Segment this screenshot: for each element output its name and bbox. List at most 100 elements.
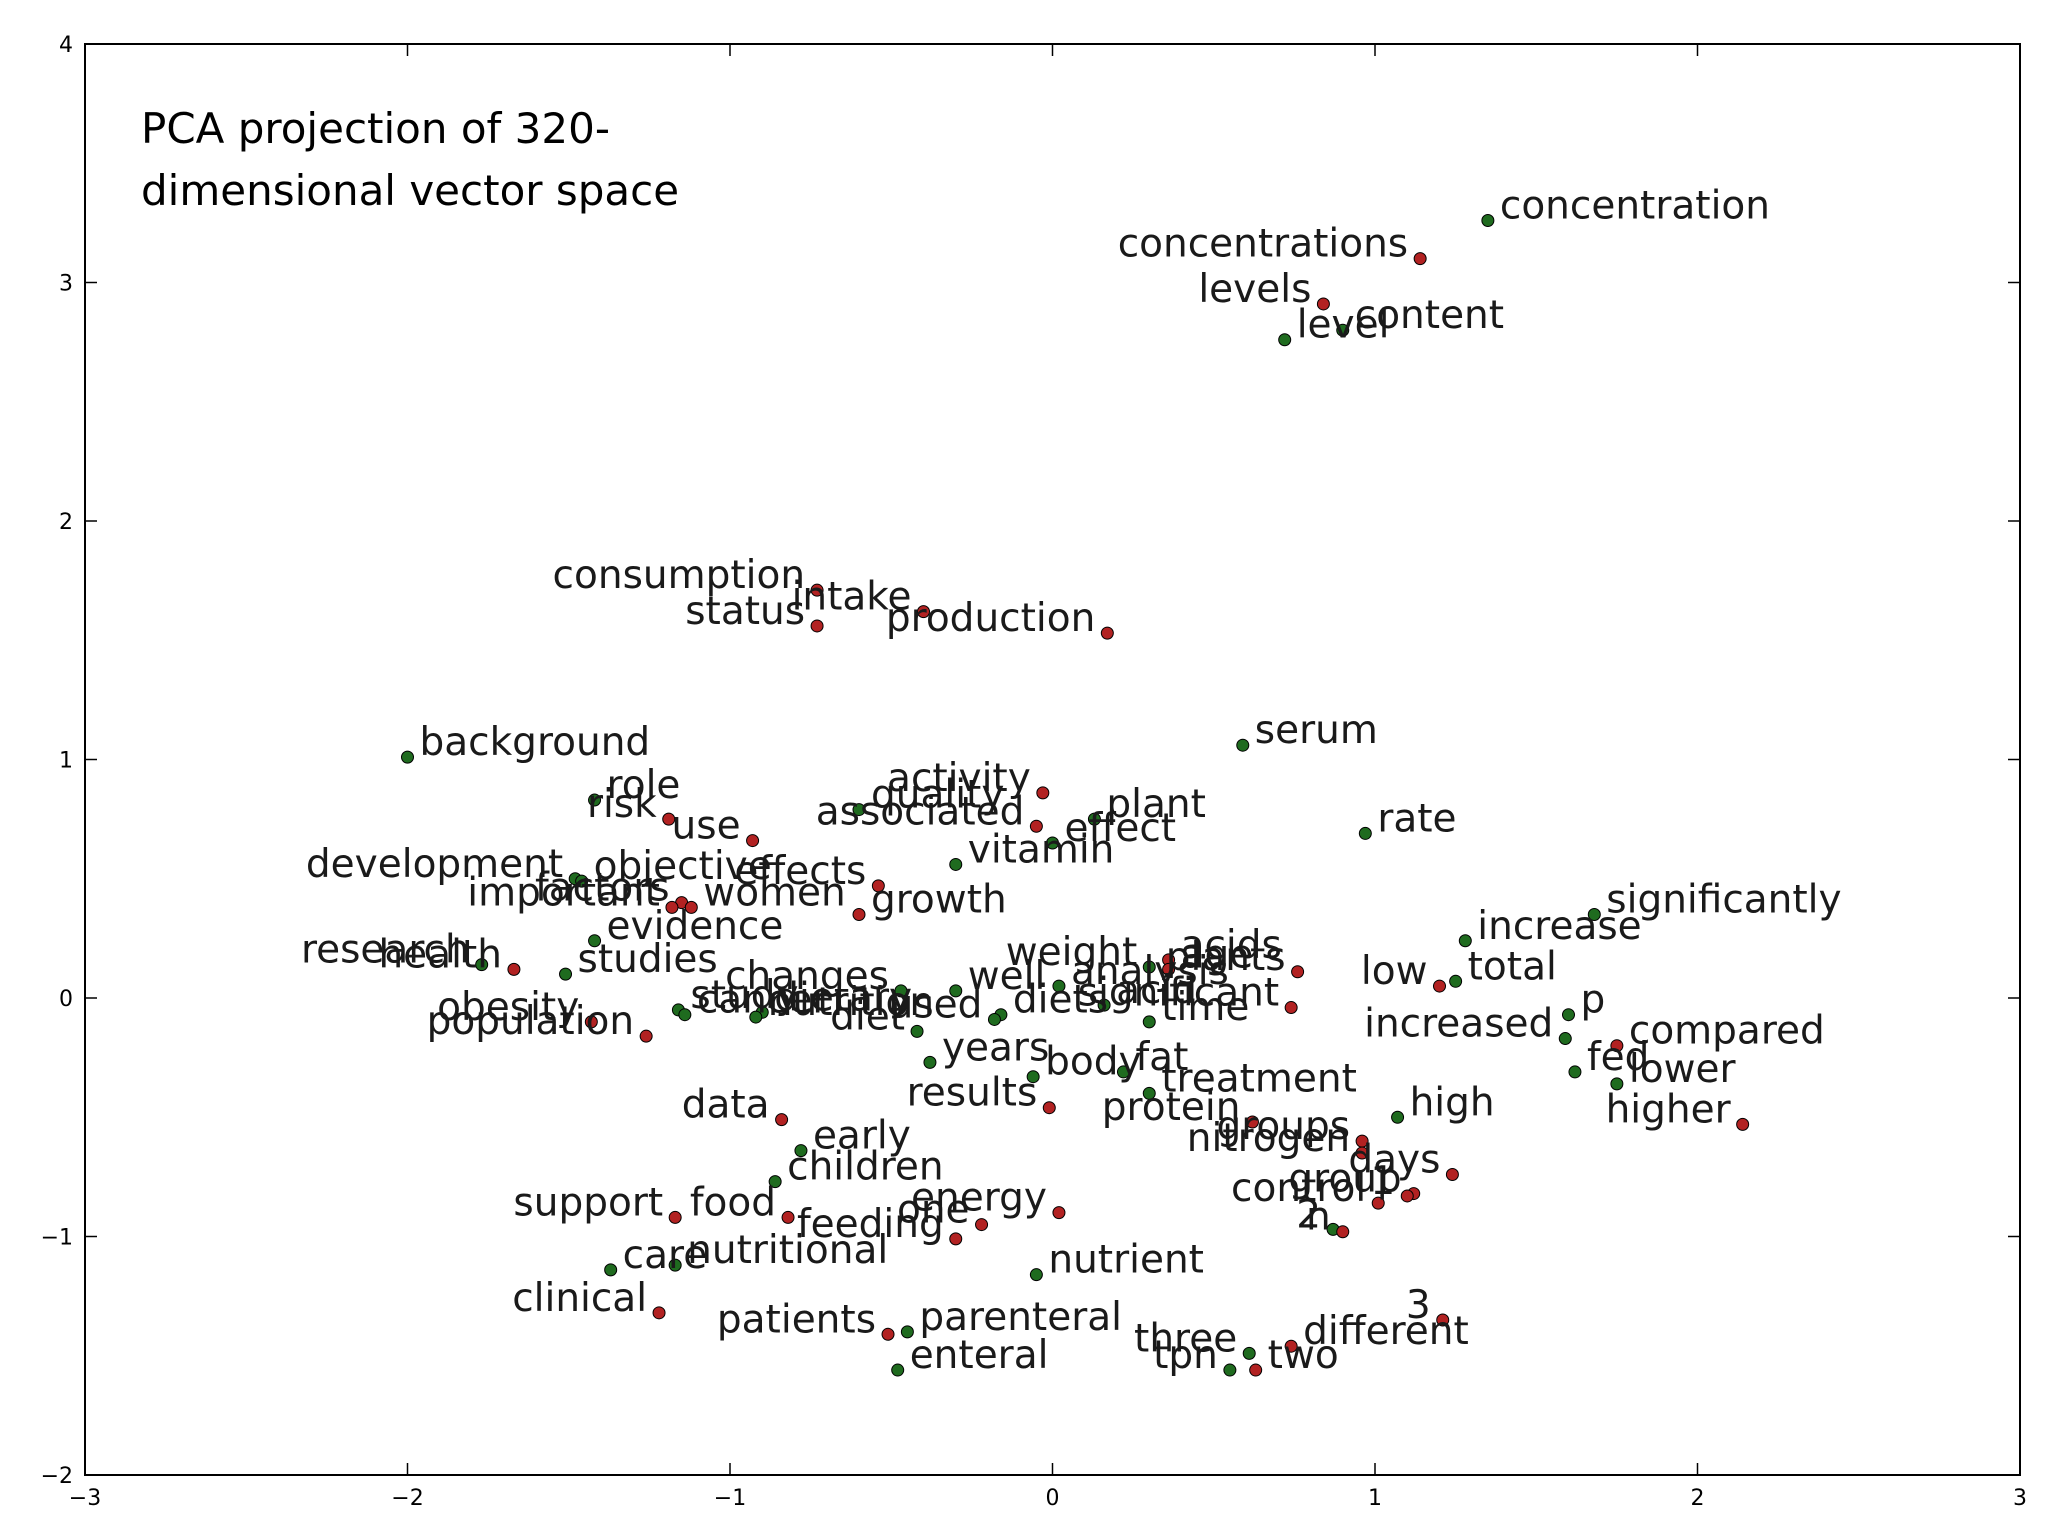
- point-label: health: [378, 932, 501, 977]
- point-label: obesity: [437, 985, 579, 1030]
- point-label: results: [907, 1071, 1038, 1116]
- point-label: different: [1303, 1309, 1469, 1354]
- point-label: role: [607, 763, 681, 808]
- point-label: age: [1181, 932, 1254, 977]
- point-label: effect: [1065, 806, 1177, 851]
- y-tick-label: 0: [59, 987, 73, 1012]
- point-label: background: [420, 720, 651, 765]
- data-point: [1236, 738, 1250, 752]
- point-label: 1: [1370, 1159, 1395, 1204]
- data-point: [775, 1113, 789, 1127]
- data-point: [1142, 1015, 1156, 1029]
- data-points: [401, 213, 1750, 1377]
- data-point: [1026, 1070, 1040, 1084]
- data-point: [1449, 974, 1463, 988]
- data-point: [1568, 1065, 1582, 1079]
- data-point: [781, 1210, 795, 1224]
- point-label: three: [1134, 1316, 1237, 1361]
- point-label: consumption: [553, 553, 806, 598]
- point-label: days: [1348, 1137, 1440, 1182]
- point-label: fed: [1587, 1035, 1649, 1080]
- x-tick-label: 0: [1046, 1486, 1060, 1511]
- chart-annotation-line-2: dimensional vector space: [141, 166, 679, 215]
- x-tick-label: −1: [714, 1486, 746, 1511]
- data-point: [1436, 1313, 1450, 1327]
- point-label: nutrient: [1048, 1238, 1204, 1283]
- y-tick-label: 4: [59, 33, 73, 58]
- data-point: [894, 984, 908, 998]
- point-label: study: [690, 973, 798, 1018]
- point-label: 2: [1296, 1192, 1321, 1237]
- point-label: groups: [1217, 1104, 1351, 1149]
- point-label: acids: [1181, 923, 1282, 968]
- point-label: used: [889, 982, 983, 1027]
- data-point: [1355, 1146, 1369, 1160]
- data-point: [678, 1008, 692, 1022]
- data-point: [794, 1144, 808, 1158]
- point-label: concentrations: [1118, 222, 1408, 267]
- data-point: [810, 619, 824, 633]
- data-point: [1336, 323, 1350, 337]
- point-label: patients: [717, 1297, 876, 1342]
- point-label: diets: [1013, 978, 1108, 1023]
- data-point: [1029, 1268, 1043, 1282]
- point-label: total: [1468, 944, 1557, 989]
- data-point: [1052, 979, 1066, 993]
- point-label: growth: [871, 878, 1007, 923]
- data-point: [1458, 934, 1472, 948]
- point-label: significantly: [1606, 878, 1841, 923]
- point-label: children: [787, 1145, 943, 1190]
- point-label: n: [1306, 1195, 1331, 1240]
- point-label: quality: [871, 773, 1004, 818]
- chart-annotation-line-1: PCA projection of 320-: [141, 104, 610, 153]
- point-label: level: [1297, 303, 1390, 348]
- data-point: [1371, 1196, 1385, 1210]
- point-label: use: [672, 804, 741, 849]
- point-label: data: [682, 1083, 770, 1128]
- data-point: [584, 1015, 598, 1029]
- point-label: increase: [1477, 904, 1641, 949]
- point-label: changes: [725, 954, 889, 999]
- point-label: studies: [578, 937, 718, 982]
- point-label: fat: [1135, 1035, 1188, 1080]
- point-label: analysis: [1071, 949, 1229, 994]
- data-point: [1142, 960, 1156, 974]
- data-point: [1336, 1225, 1350, 1239]
- data-point: [746, 834, 760, 848]
- y-tick-label: −2: [41, 1464, 73, 1489]
- point-label: p: [1581, 978, 1606, 1023]
- data-point: [1036, 786, 1050, 800]
- data-point: [401, 750, 414, 764]
- point-label: time: [1161, 985, 1249, 1030]
- point-label: research: [301, 928, 470, 973]
- x-tick-label: 2: [1691, 1486, 1705, 1511]
- data-point: [1284, 1001, 1298, 1015]
- point-label: group: [1288, 1157, 1401, 1202]
- data-point: [668, 1258, 682, 1272]
- point-label: well: [968, 954, 1046, 999]
- data-point: [588, 934, 602, 948]
- point-label: two: [1268, 1333, 1339, 1378]
- data-point: [1400, 1189, 1414, 1203]
- point-label: women: [703, 870, 845, 915]
- data-point: [1433, 979, 1446, 993]
- point-label: higher: [1606, 1087, 1732, 1132]
- data-point: [1242, 1346, 1256, 1360]
- point-label: content: [1355, 293, 1504, 338]
- data-point: [1736, 1117, 1750, 1131]
- point-label: associated: [816, 789, 1025, 834]
- point-label: care: [623, 1233, 708, 1278]
- point-label: clinical: [512, 1276, 647, 1321]
- data-point: [975, 1218, 989, 1232]
- point-label: development: [306, 842, 563, 887]
- point-label: weight: [1006, 930, 1138, 975]
- data-point: [949, 857, 963, 871]
- data-point: [475, 958, 489, 972]
- data-point: [949, 984, 963, 998]
- point-label: 3: [1406, 1283, 1431, 1328]
- x-tick-label: −2: [391, 1486, 423, 1511]
- point-label: risk: [587, 782, 657, 827]
- data-point: [1046, 836, 1059, 850]
